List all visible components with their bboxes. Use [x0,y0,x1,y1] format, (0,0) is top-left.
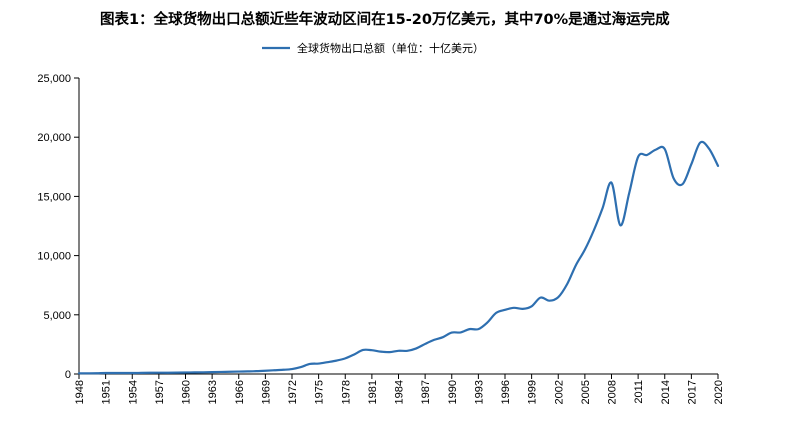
x-tick-label: 1999 [527,380,539,404]
x-tick-label: 1954 [127,380,139,404]
series-layer [77,140,720,375]
chart-title: 图表1：全球货物出口总额近些年波动区间在15-20万亿美元，其中70%是通过海运… [100,12,670,28]
x-tick-label: 2014 [660,380,672,404]
y-tick-label: 25,000 [37,73,71,85]
legend: 全球货物出口总额（单位：十亿美元） [262,41,484,55]
x-tick-label: 1972 [287,380,299,404]
x-tick-label: 1960 [181,380,193,404]
y-tick-label: 0 [65,369,71,381]
x-tick-label: 1984 [394,380,406,404]
y-tick-label: 15,000 [37,191,71,203]
x-tick-label: 2011 [633,380,645,404]
x-tick-label: 1996 [500,380,512,404]
x-tick-label: 2017 [686,380,698,404]
x-tick-label: 1963 [207,380,219,404]
x-tick-label: 1990 [447,380,459,404]
y-tick-label: 20,000 [37,132,71,144]
x-tick-label: 1987 [420,380,432,404]
x-tick-label: 1981 [367,380,379,404]
series-line [77,140,720,375]
x-tick-label: 1957 [154,380,166,404]
x-tick-label: 1948 [74,380,86,404]
x-tick-label: 2005 [580,380,592,404]
x-tick-label: 2020 [713,380,725,404]
x-axis-ticks: 1948 1951 1954 1957 1960 1963 1966 1969 1972 1975… [74,374,725,404]
x-tick-label: 1978 [340,380,352,404]
x-tick-label: 1969 [260,380,272,404]
legend-label: 全球货物出口总额（单位：十亿美元） [297,41,484,55]
y-axis-ticks: 0 5,000 10,000 15,000 20,000 25,000 [37,73,79,381]
x-tick-label: 1975 [314,380,326,404]
axes [78,78,718,375]
x-tick-label: 2008 [607,380,619,404]
y-tick-label: 5,000 [43,310,71,322]
y-tick-label: 10,000 [37,251,71,263]
x-tick-label: 2002 [553,380,565,404]
x-tick-label: 1966 [234,380,246,404]
x-tick-label: 1951 [101,380,113,404]
x-tick-label: 1993 [473,380,485,404]
